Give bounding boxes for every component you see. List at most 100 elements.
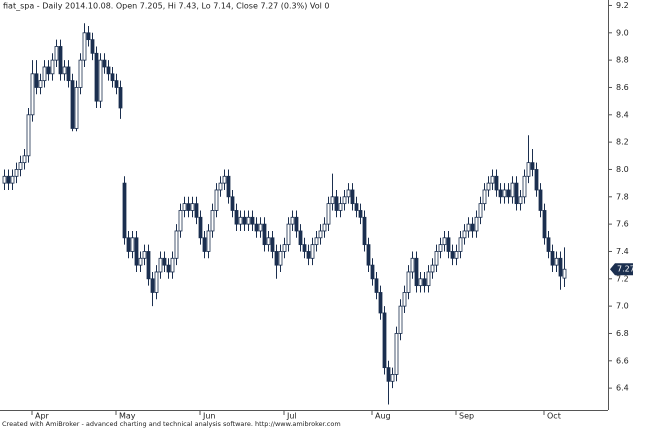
candle-body xyxy=(386,367,391,382)
candle-body xyxy=(474,216,479,232)
candle-body xyxy=(238,216,243,225)
candle-body xyxy=(58,46,63,75)
y-tick-label: 9.0 xyxy=(616,28,629,37)
candle-body xyxy=(322,223,327,232)
y-tick-label: 8.6 xyxy=(616,83,629,92)
candle-body xyxy=(18,162,23,170)
candle-body xyxy=(558,257,563,277)
candle-body xyxy=(470,223,475,232)
x-tick-label: Aug xyxy=(375,412,391,421)
y-tick-label: 7.0 xyxy=(616,302,629,311)
candle-body xyxy=(262,223,267,246)
candle-body xyxy=(274,251,279,266)
candle-body xyxy=(210,210,215,232)
candle-body xyxy=(482,189,487,205)
candle-body xyxy=(6,175,11,184)
candle-body xyxy=(514,182,519,205)
candle-body xyxy=(414,257,419,287)
candle-body xyxy=(398,305,403,334)
candle-body xyxy=(174,230,179,259)
candle-body xyxy=(10,175,15,184)
candle-body xyxy=(222,175,227,184)
candle-body xyxy=(190,203,195,211)
y-tick-label: 7.2 xyxy=(616,274,629,283)
candle-body xyxy=(230,196,235,211)
candle-body xyxy=(394,333,399,375)
candle-body xyxy=(434,251,439,266)
candle-body xyxy=(206,230,211,252)
candle-body xyxy=(350,189,355,205)
y-tick-label: 7.4 xyxy=(616,247,629,256)
y-tick-label: 6.4 xyxy=(616,384,629,393)
candle-body xyxy=(258,223,263,232)
candle-body xyxy=(14,169,19,177)
candle-body xyxy=(38,80,43,88)
candle-body xyxy=(242,216,247,225)
candle-body xyxy=(162,257,167,266)
candle-body xyxy=(318,230,323,239)
candle-body xyxy=(370,264,375,280)
candle-body xyxy=(538,189,543,211)
candle-body xyxy=(462,230,467,239)
candle-body xyxy=(374,278,379,293)
candle-body xyxy=(134,237,139,266)
candle-body xyxy=(410,257,415,273)
candle-body xyxy=(334,196,339,211)
y-tick-label: 6.6 xyxy=(616,356,629,365)
candle-body xyxy=(342,196,347,205)
candle-body xyxy=(250,216,255,225)
footer: Created with AmiBroker - advanced charti… xyxy=(2,420,341,428)
candle-body xyxy=(110,73,115,82)
candle-body xyxy=(138,257,143,266)
candle-body xyxy=(186,203,191,211)
candle-body xyxy=(390,374,395,382)
candle-body xyxy=(102,59,107,68)
candle-body xyxy=(30,73,35,116)
candle-body xyxy=(126,237,131,252)
candle-body xyxy=(2,175,7,184)
candle-body xyxy=(178,210,183,232)
candle-body xyxy=(270,237,275,252)
candle-body xyxy=(42,66,47,82)
candle-body xyxy=(122,182,127,239)
candle-body xyxy=(66,66,71,82)
candle-body xyxy=(498,189,503,198)
candle-body xyxy=(526,162,531,177)
candle-body xyxy=(166,264,171,273)
candle-body xyxy=(286,223,291,246)
y-tick-label: 8.4 xyxy=(616,110,629,119)
candle-body xyxy=(562,268,567,279)
candle-body xyxy=(26,114,31,157)
candle-body xyxy=(314,237,319,246)
candle-body xyxy=(354,203,359,211)
candle-body xyxy=(182,203,187,211)
candle-body xyxy=(554,257,559,266)
candle-body xyxy=(542,210,547,239)
candle-body xyxy=(70,80,75,129)
last-price-marker xyxy=(610,263,633,276)
x-tick-label: May xyxy=(119,412,136,421)
x-tick-label: Oct xyxy=(547,412,561,421)
candle-body xyxy=(418,278,423,287)
candle-body xyxy=(466,223,471,232)
candle-body xyxy=(130,237,135,252)
candle-body xyxy=(218,182,223,191)
candle-body xyxy=(366,244,371,266)
candle-body xyxy=(422,278,427,287)
candle-body xyxy=(170,257,175,273)
candle-body xyxy=(478,203,483,218)
candle-body xyxy=(362,216,367,246)
candle-body xyxy=(302,244,307,252)
candle-body xyxy=(146,251,151,280)
x-tick-label: Apr xyxy=(35,412,50,421)
candle-body xyxy=(118,87,123,109)
x-tick-label: Jun xyxy=(202,412,216,421)
candle-body xyxy=(142,251,147,259)
candle-body xyxy=(506,189,511,198)
candle-body xyxy=(358,210,363,218)
candle-body xyxy=(306,251,311,259)
candle-body xyxy=(278,251,283,266)
y-tick-label: 8.2 xyxy=(616,138,629,147)
candle-body xyxy=(54,46,59,61)
y-tick-label: 9.2 xyxy=(616,1,629,10)
